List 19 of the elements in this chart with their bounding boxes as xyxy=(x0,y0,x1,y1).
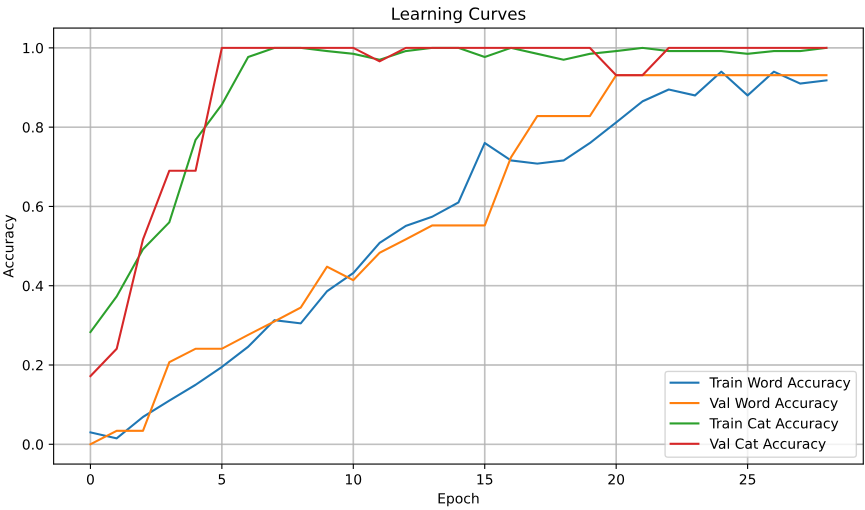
y-axis-title: Accuracy xyxy=(3,214,16,278)
y-tick-label: 0.8 xyxy=(22,122,43,133)
legend-label: Train Cat Accuracy xyxy=(709,418,838,432)
legend-label: Val Cat Accuracy xyxy=(710,438,826,452)
y-tick-label: 0.2 xyxy=(22,360,43,370)
x-tick-label: 5 xyxy=(218,474,226,485)
x-tick-label: 20 xyxy=(608,474,624,485)
x-tick-label: 10 xyxy=(346,474,362,485)
x-tick-label: 25 xyxy=(740,474,756,485)
x-tick-label: 15 xyxy=(477,474,492,485)
chart-title: Learning Curves xyxy=(392,7,526,24)
y-tick-label: 1.0 xyxy=(23,42,43,54)
y-tick-label: 0.4 xyxy=(22,280,44,292)
legend-label: Val Word Accuracy xyxy=(710,397,838,411)
x-tick-label: 0 xyxy=(86,474,94,485)
x-axis-title: Epoch xyxy=(438,492,479,506)
y-tick-label: 0.6 xyxy=(22,201,44,212)
y-tick-label: 0.0 xyxy=(22,439,43,450)
legend-label: Train Word Accuracy xyxy=(709,377,850,390)
